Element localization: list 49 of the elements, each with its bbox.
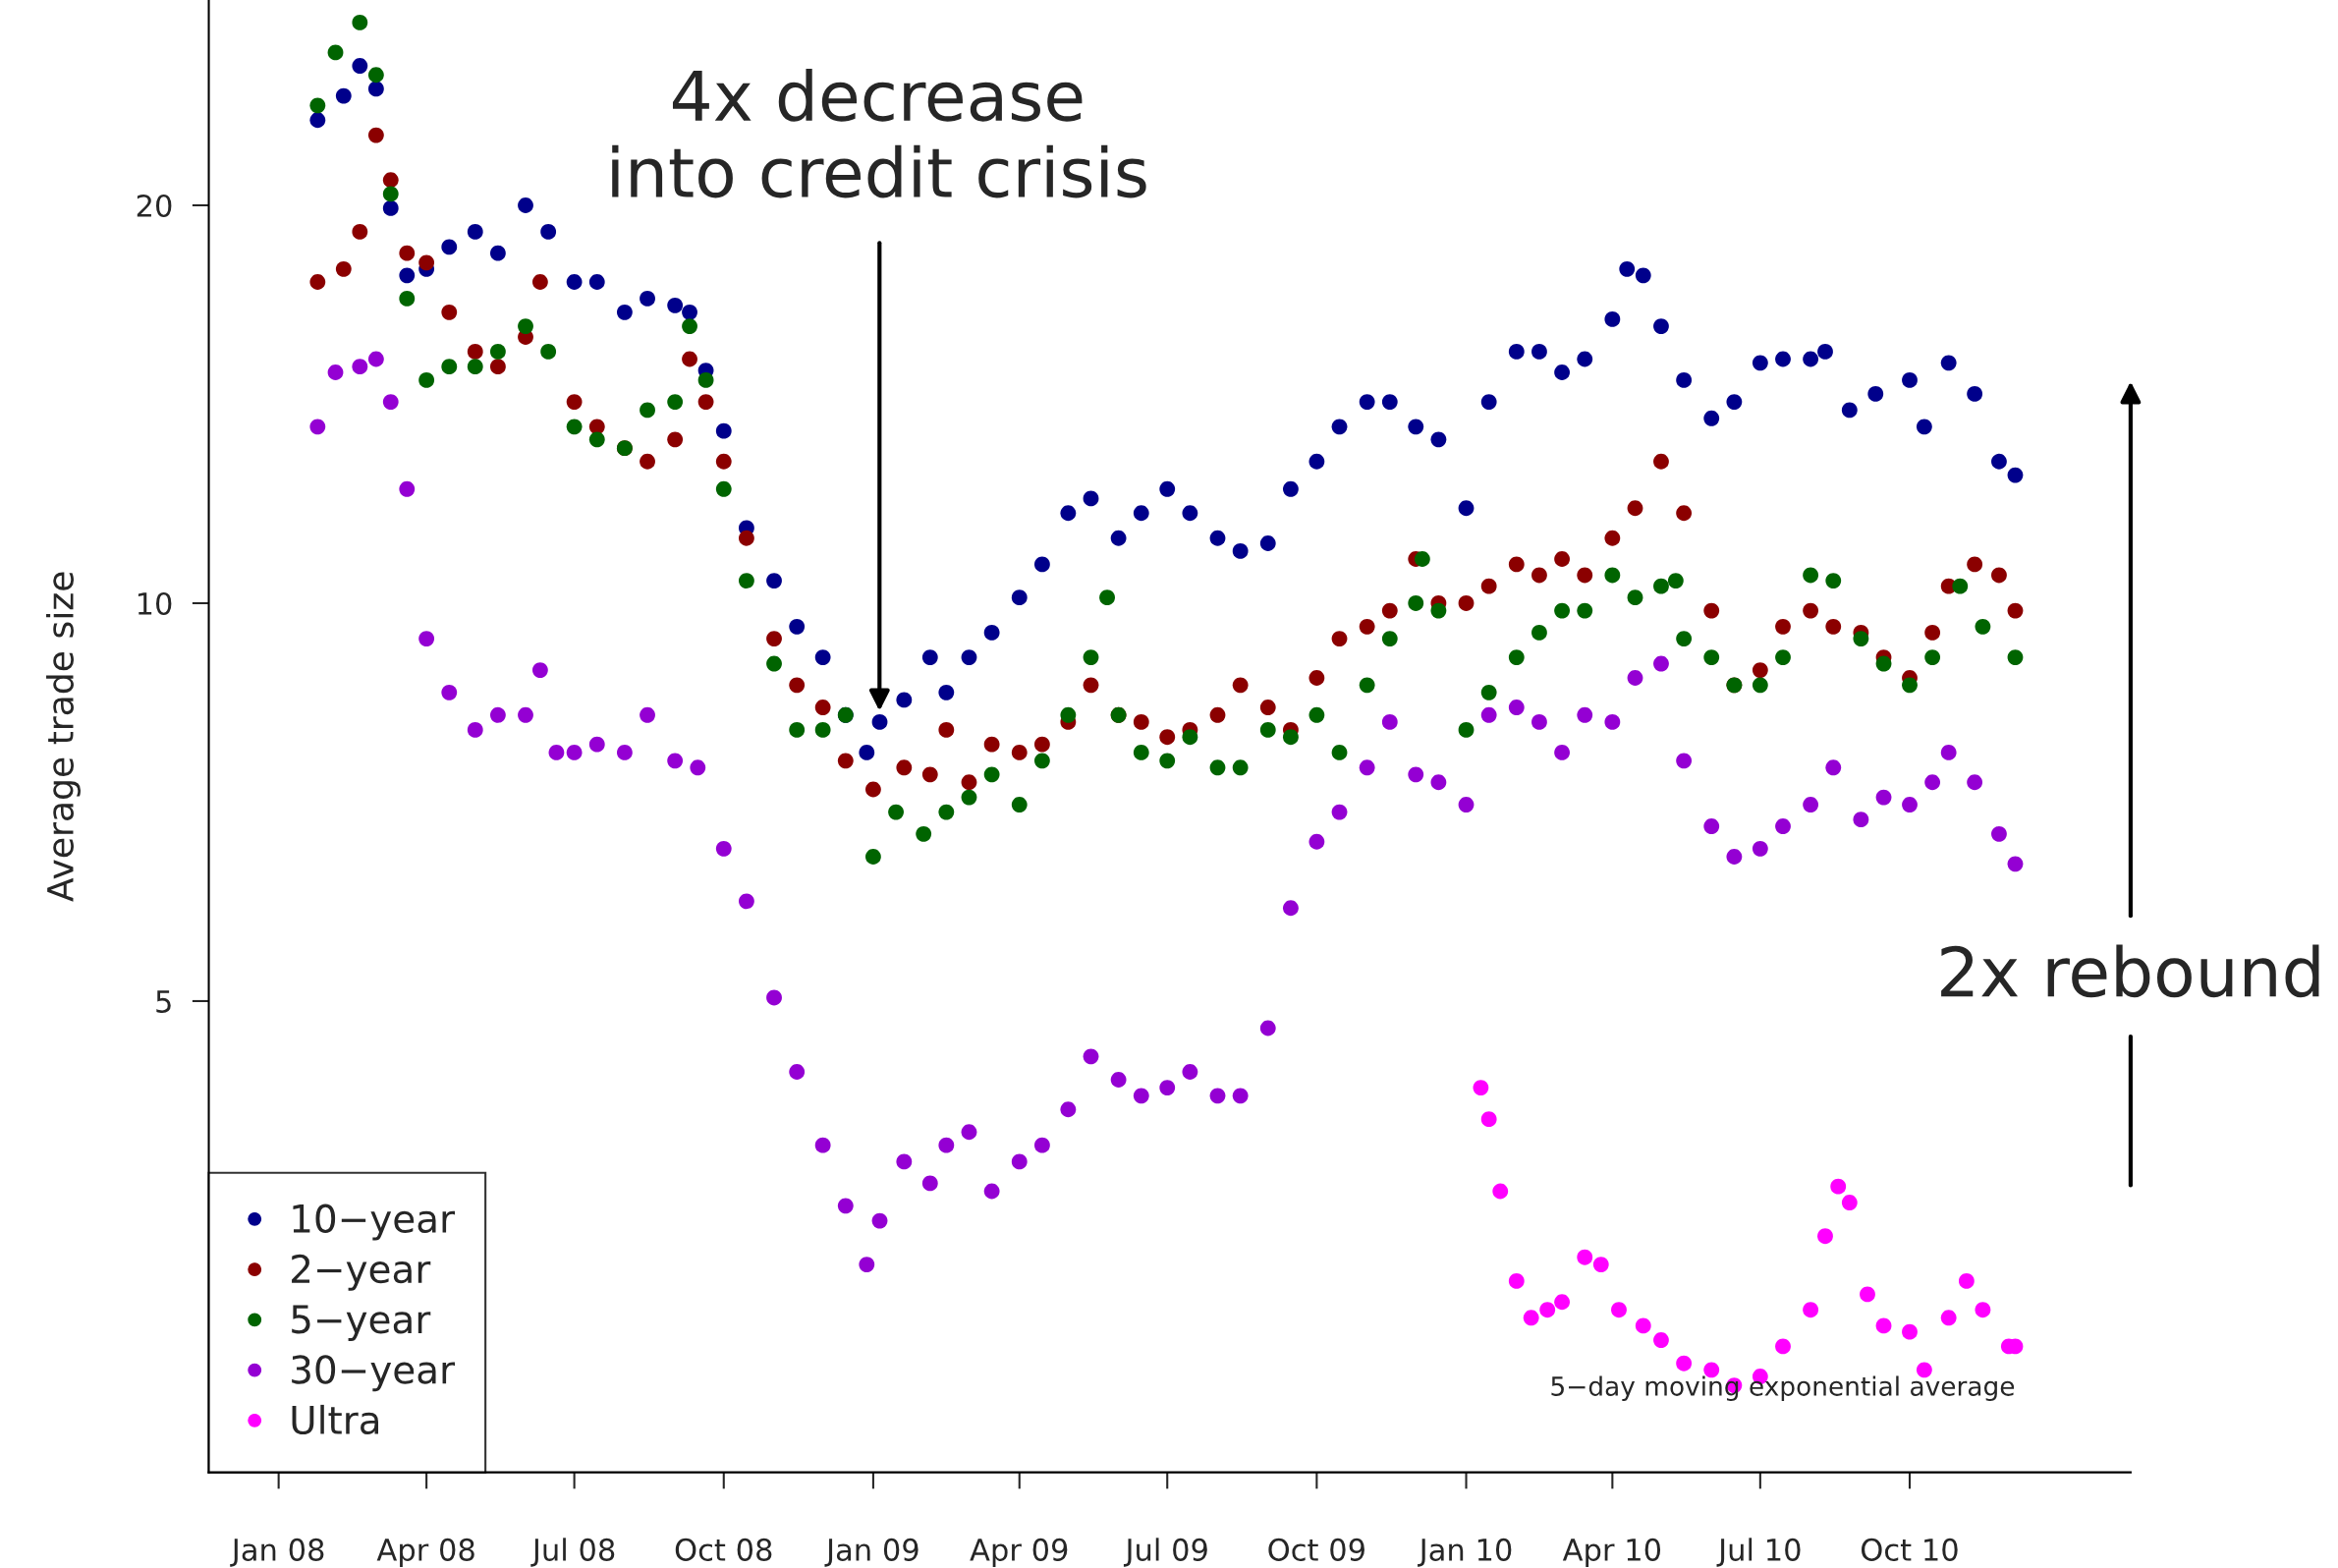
point <box>1523 1310 1539 1326</box>
point <box>1803 1302 1819 1318</box>
annotation: 5−day moving exponential average <box>1551 1375 2015 1401</box>
legend-label: 10−year <box>293 1204 456 1241</box>
x-tick-label: Oct 08 <box>675 1538 772 1561</box>
x-tick-label: Jul 09 <box>1123 1538 1207 1567</box>
annotation: 2x rebound <box>1941 944 2319 998</box>
x-tick-label: Jan 09 <box>824 1538 918 1567</box>
point <box>1508 1273 1525 1289</box>
y-axis-title: Average trade size <box>46 572 81 902</box>
point <box>1875 1317 1892 1334</box>
point <box>1577 1249 1593 1265</box>
legend-label: Ultra <box>292 1404 379 1434</box>
point <box>1775 1338 1791 1355</box>
point <box>1902 1323 1918 1340</box>
point <box>1817 1228 1833 1245</box>
point <box>1473 1080 1489 1095</box>
point <box>1958 1273 1975 1289</box>
x-tick-label: Jul 10 <box>1716 1538 1801 1567</box>
point <box>1611 1302 1627 1318</box>
x-tick-label: Jan 08 <box>230 1538 324 1567</box>
x-tick-label: Apr 09 <box>970 1538 1068 1567</box>
x-tick-label: Oct 10 <box>1861 1538 1958 1561</box>
point <box>1592 1257 1609 1272</box>
point <box>1676 1355 1693 1372</box>
legend-label: 30−year <box>292 1355 456 1392</box>
point <box>1653 1332 1669 1348</box>
point <box>1830 1178 1847 1195</box>
legend-label: 2−year <box>292 1254 431 1291</box>
x-tick-label: Oct 09 <box>1268 1538 1364 1561</box>
legend-label: 5−year <box>292 1305 431 1342</box>
x-tick-label: Apr 10 <box>1562 1538 1661 1567</box>
point <box>1480 1111 1497 1128</box>
y-tick-label: 20 <box>137 194 172 218</box>
point <box>1975 1302 1991 1318</box>
x-tick-label: Jul 08 <box>530 1538 615 1567</box>
point <box>1635 1317 1651 1334</box>
point <box>1841 1195 1858 1210</box>
point <box>1554 1294 1570 1311</box>
point <box>1492 1183 1509 1200</box>
x-tick-label: Apr 08 <box>376 1538 474 1567</box>
y-tick-label: 5 <box>156 990 171 1014</box>
point <box>1860 1286 1875 1303</box>
point <box>1916 1362 1932 1378</box>
point <box>1940 1310 1957 1326</box>
y-tick-label: 10 <box>138 591 172 616</box>
annotation: 4x decrease into credit crisis <box>612 68 1146 198</box>
x-tick-label: Jan 10 <box>1418 1538 1512 1567</box>
point <box>1539 1302 1556 1318</box>
